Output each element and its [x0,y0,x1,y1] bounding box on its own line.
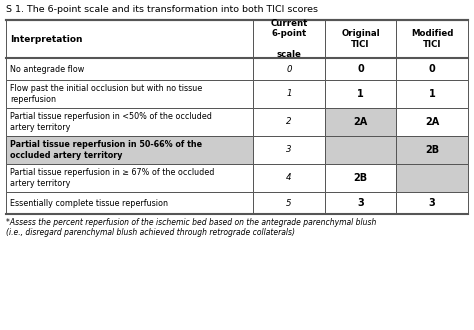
Bar [325,80,396,108]
Bar [325,164,396,192]
Bar [6,80,253,108]
Text: Essentially complete tissue reperfusion: Essentially complete tissue reperfusion [10,199,168,208]
Text: 2B: 2B [425,145,439,155]
Text: Partial tissue reperfusion in ≥ 67% of the occluded
artery territory: Partial tissue reperfusion in ≥ 67% of t… [10,168,214,188]
Text: 5: 5 [286,199,292,208]
Bar [325,58,396,80]
Bar [253,58,325,80]
Bar [396,192,468,214]
Bar [6,108,253,136]
Text: S 1. The 6-point scale and its transformation into both TICI scores: S 1. The 6-point scale and its transform… [6,5,318,14]
Text: 2A: 2A [354,117,368,127]
Text: Partial tissue reperfusion in <50% of the occluded
artery territory: Partial tissue reperfusion in <50% of th… [10,112,212,132]
Text: 0: 0 [429,64,436,74]
Text: 0: 0 [286,64,292,74]
Text: 4: 4 [286,174,292,182]
Bar [325,108,396,136]
Bar [253,192,325,214]
Text: 3: 3 [286,146,292,154]
Text: 2B: 2B [354,173,368,183]
Bar [396,20,468,58]
Bar [6,20,253,58]
Text: 1: 1 [429,89,436,99]
Bar [325,136,396,164]
Text: Original
TICI: Original TICI [341,29,380,49]
Text: Current
6-point

scale: Current 6-point scale [270,19,308,59]
Bar [396,136,468,164]
Bar [396,58,468,80]
Text: 1: 1 [357,89,364,99]
Bar [6,192,253,214]
Bar [325,20,396,58]
Text: 0: 0 [357,64,364,74]
Text: Modified
TICI: Modified TICI [411,29,454,49]
Bar [396,108,468,136]
Bar [253,108,325,136]
Bar [6,164,253,192]
Text: Partial tissue reperfusion in 50-66% of the
occluded artery territory: Partial tissue reperfusion in 50-66% of … [10,140,202,160]
Text: 3: 3 [357,198,364,208]
Bar [6,136,253,164]
Text: No antegrade flow: No antegrade flow [10,64,84,74]
Bar [6,58,253,80]
Text: *Assess the percent reperfusion of the ischemic bed based on the antegrade paren: *Assess the percent reperfusion of the i… [6,218,376,237]
Text: 2: 2 [286,117,292,126]
Bar [325,192,396,214]
Bar [253,20,325,58]
Text: 2A: 2A [425,117,439,127]
Text: Flow past the initial occlusion but with no tissue
reperfusion: Flow past the initial occlusion but with… [10,84,202,104]
Bar [253,80,325,108]
Text: 1: 1 [286,89,292,98]
Bar [253,164,325,192]
Bar [253,136,325,164]
Bar [396,80,468,108]
Bar [396,164,468,192]
Text: Interpretation: Interpretation [10,35,82,44]
Text: 3: 3 [429,198,436,208]
